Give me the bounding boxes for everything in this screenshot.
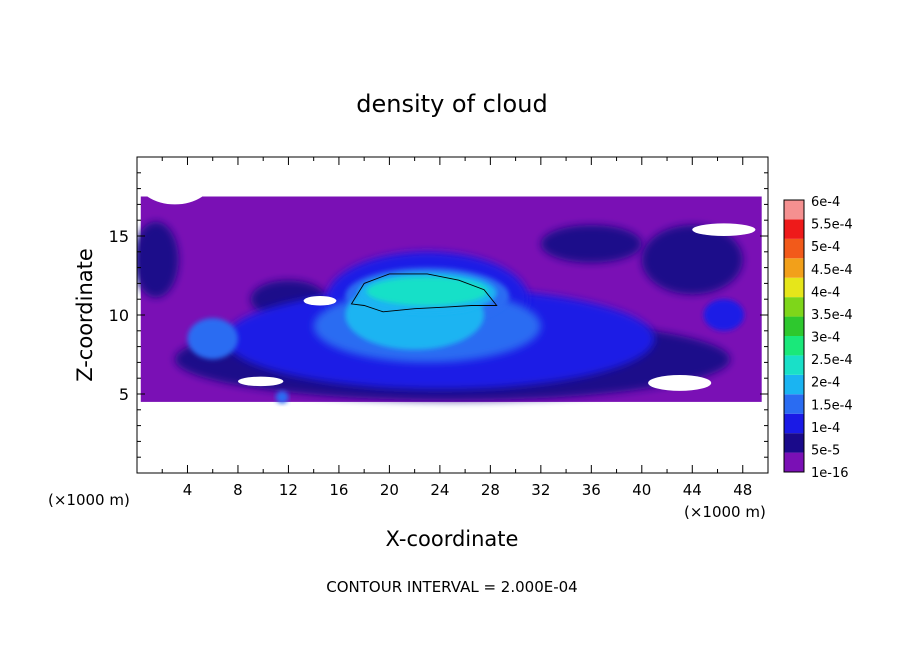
x-tick-label: 24 (430, 481, 449, 499)
colorbar-swatch (784, 297, 804, 317)
field-gap-3 (137, 157, 213, 205)
colorbar-label: 4.5e-4 (811, 263, 853, 278)
x-unit-label-right: (×1000 m) (684, 503, 766, 521)
field-gap-2 (648, 375, 712, 391)
x-axis: 4 8 12 16 20 24 28 32 36 40 44 48 (161, 157, 752, 499)
colorbar-label: 2.5e-4 (811, 353, 853, 368)
colorbar-swatch (784, 238, 804, 259)
x-tick-label: 8 (233, 481, 243, 499)
colorbar-swatch (784, 316, 804, 336)
x-unit-label-left: (×1000 m) (48, 491, 130, 509)
field-region-7 (187, 318, 238, 360)
field-region-8 (703, 299, 745, 331)
contour-line (350, 273, 498, 313)
colorbar-swatch (784, 336, 804, 356)
x-tick-label: 48 (733, 481, 752, 499)
colorbar-label: 5.5e-4 (811, 218, 853, 233)
colorbar-swatch (784, 413, 804, 434)
y-tick-label: 15 (109, 227, 129, 246)
field-region-3 (137, 221, 179, 298)
colorbar-swatch (784, 374, 804, 395)
colorbar-label: 3.5e-4 (811, 308, 853, 323)
colorbar-label: 1.5e-4 (811, 398, 853, 413)
y-axis-label: Z-coordinate (73, 248, 97, 382)
colorbar-frame (783, 199, 805, 473)
colorbar-label: 5e-5 (811, 443, 840, 458)
field-region-4 (540, 224, 642, 263)
y-axis: 5 10 15 (109, 172, 768, 458)
field-region-14 (366, 277, 488, 306)
colorbar-swatch (784, 355, 804, 375)
colorbar-swatch (784, 200, 804, 220)
y-tick-label: 5 (119, 385, 129, 404)
colorbar-swatch (784, 219, 804, 239)
x-tick-label: 12 (279, 481, 298, 499)
colorbar-label: 5e-4 (811, 240, 840, 255)
colorbar: 1e-16 5e-5 1e-4 1.5e-4 2e-4 2.5e-4 3e-4 3.5e-4 4… (783, 195, 853, 481)
colorbar-label: 1e-4 (811, 421, 840, 436)
colorbar-label: 3e-4 (811, 331, 840, 346)
colorbar-label: 2e-4 (811, 376, 840, 391)
x-tick-label: 4 (183, 481, 193, 499)
x-tick-label: 32 (531, 481, 550, 499)
colorbar-label: 6e-4 (811, 195, 840, 210)
x-tick-label: 40 (632, 481, 651, 499)
x-tick-label: 28 (481, 481, 500, 499)
colorbar-label: 4e-4 (811, 285, 840, 300)
colorbar-swatch (784, 433, 804, 453)
density-field (137, 157, 762, 404)
x-tick-label: 36 (582, 481, 601, 499)
chart-title: density of cloud (356, 90, 547, 118)
colorbar-swatch (784, 452, 804, 472)
field-gap-0 (303, 296, 337, 306)
y-tick-label: 10 (109, 306, 129, 325)
colorbar-swatch (784, 277, 804, 298)
field-gap-1 (237, 376, 284, 387)
x-axis-label: X-coordinate (386, 527, 519, 551)
colorbar-swatch (784, 394, 804, 414)
x-tick-label: 20 (380, 481, 399, 499)
colorbar-swatch (784, 258, 804, 278)
contour-interval-note: CONTOUR INTERVAL = 2.000E-04 (326, 578, 577, 596)
x-tick-label: 44 (683, 481, 702, 499)
field-region-2 (641, 224, 743, 295)
x-tick-label: 16 (329, 481, 348, 499)
field-region-9 (275, 390, 289, 404)
colorbar-label: 1e-16 (811, 466, 849, 481)
field-gap-4 (692, 223, 756, 236)
